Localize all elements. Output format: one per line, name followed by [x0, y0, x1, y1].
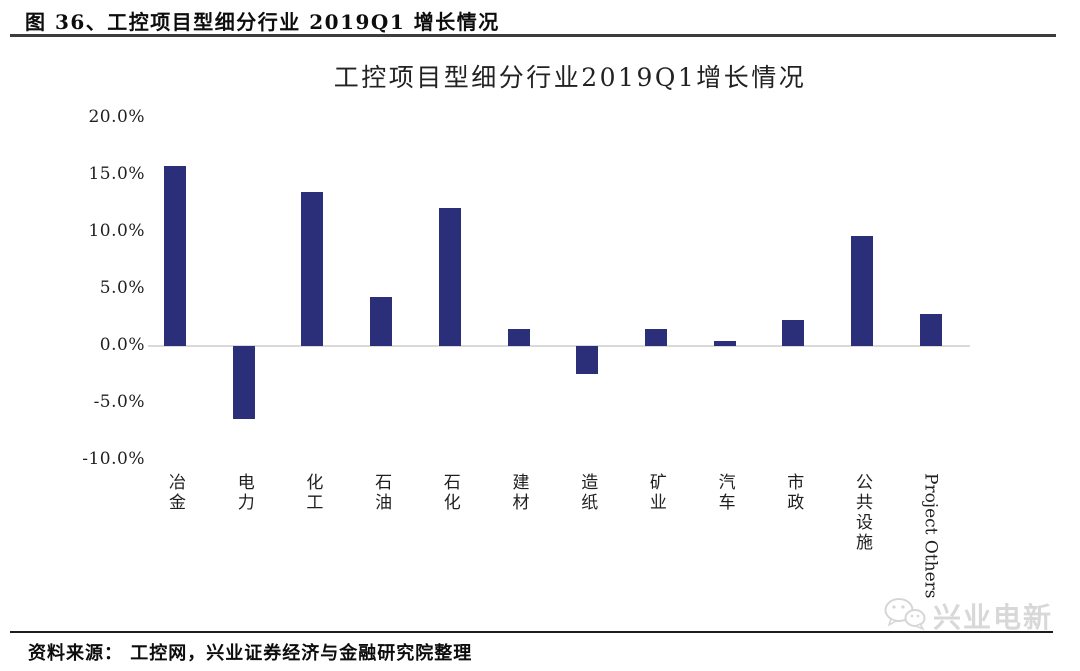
bar-汽车	[713, 341, 736, 346]
bar-石油	[370, 297, 393, 346]
x-axis-line	[148, 345, 970, 347]
bar-冶金	[164, 166, 186, 346]
y-axis-tick-label: -10.0%	[82, 448, 145, 469]
y-axis-tick-label: 20.0%	[88, 107, 145, 128]
x-axis-label: 造纸	[577, 473, 598, 513]
y-axis-tick-label: -5.0%	[93, 391, 145, 412]
x-axis-label: 矿业	[645, 473, 666, 513]
bar-矿业	[644, 328, 667, 346]
bar-建材	[507, 328, 530, 346]
header-rule	[10, 34, 1056, 37]
x-axis-label: 石油	[371, 473, 392, 513]
y-axis-tick-label: 0.0%	[99, 335, 145, 355]
bar-Project Others	[919, 314, 942, 346]
watermark-label: 兴业电新	[933, 601, 1054, 634]
y-axis-tick-label: 5.0%	[99, 278, 145, 299]
x-axis-label: 化工	[302, 473, 323, 513]
bar-电力	[232, 346, 255, 419]
bar-市政	[782, 319, 805, 346]
source-note: 资料来源： 工控网，兴业证券经济与金融研究院整理	[28, 643, 473, 664]
bar-公共设施	[851, 235, 873, 346]
x-axis-label: 电力	[233, 473, 254, 513]
y-axis-tick-label: 10.0%	[88, 221, 145, 242]
wechat-icon	[882, 596, 928, 636]
x-axis-label: 冶金	[165, 473, 185, 513]
bar-造纸	[576, 346, 599, 375]
x-axis-label: Project Others	[920, 473, 941, 599]
x-axis-label: 公共设施	[852, 473, 872, 553]
x-axis-label: 石化	[439, 473, 460, 513]
figure-caption: 图 36、工控项目型细分行业 2019Q1 增长情况	[25, 10, 500, 34]
bar-石化	[438, 208, 461, 346]
x-axis-label: 汽车	[714, 473, 735, 513]
chart-title: 工控项目型细分行业2019Q1增长情况	[333, 63, 807, 92]
x-axis-label: 建材	[508, 473, 529, 513]
y-axis-tick-label: 15.0%	[88, 164, 145, 185]
footer-rule	[10, 631, 1053, 633]
watermark: 兴业电新	[882, 596, 1053, 636]
x-axis-label: 市政	[783, 473, 804, 513]
bar-化工	[301, 192, 324, 346]
